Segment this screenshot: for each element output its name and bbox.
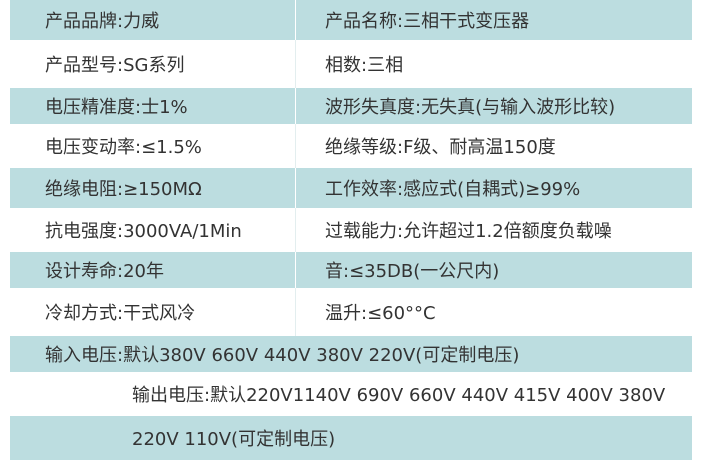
table-cell: 输入电压:默认380V 660V 440V 380V 220V(可定制电压) [45, 345, 520, 366]
column-divider [295, 124, 296, 168]
table-cell: 电压变动率:≤1.5% [45, 137, 202, 158]
table-row: 220V 110V(可定制电压) [10, 416, 692, 460]
table-row: 电压精准度:士1% 波形失真度:无失真(与输入波形比较) [10, 88, 692, 124]
table-cell: 工作效率:感应式(自耦式)≥99% [325, 179, 581, 200]
column-divider [295, 252, 296, 288]
table-cell: 温升:≤60°°C [325, 303, 436, 324]
table-cell: 产品型号:SG系列 [45, 55, 185, 76]
table-row: 设计寿命:20年 音:≤35DB(一公尺内) [10, 252, 692, 288]
column-divider [295, 0, 296, 40]
column-divider [295, 88, 296, 124]
table-cell: 电压精准度:士1% [45, 97, 188, 118]
table-row: 输入电压:默认380V 660V 440V 380V 220V(可定制电压) [10, 336, 692, 372]
table-cell: 输出电压:默认220V1140V 690V 660V 440V 415V 400… [132, 385, 666, 406]
table-cell: 产品品牌:力威 [45, 11, 160, 32]
table-cell: 音:≤35DB(一公尺内) [325, 261, 500, 282]
table-row: 冷却方式:干式风冷 温升:≤60°°C [10, 288, 692, 336]
table-row: 绝缘电阻:≥150MΩ 工作效率:感应式(自耦式)≥99% [10, 168, 692, 208]
table-row: 抗电强度:3000VA/1Min 过载能力:允许超过1.2倍额度负载噪 [10, 208, 692, 252]
table-row: 输出电压:默认220V1140V 690V 660V 440V 415V 400… [10, 372, 692, 416]
table-cell: 相数:三相 [325, 55, 404, 76]
table-cell: 绝缘电阻:≥150MΩ [45, 179, 202, 200]
column-divider [295, 288, 296, 336]
table-row: 电压变动率:≤1.5% 绝缘等级:F级、耐高温150度 [10, 124, 692, 168]
table-cell: 产品名称:三相干式变压器 [325, 11, 530, 32]
table-cell: 绝缘等级:F级、耐高温150度 [325, 137, 556, 158]
column-divider [295, 40, 296, 88]
table-cell: 冷却方式:干式风冷 [45, 303, 196, 324]
column-divider [295, 168, 296, 208]
table-row: 产品型号:SG系列 相数:三相 [10, 40, 692, 88]
table-row: 产品品牌:力威 产品名称:三相干式变压器 [10, 0, 692, 40]
table-cell: 设计寿命:20年 [45, 261, 164, 282]
table-cell: 抗电强度:3000VA/1Min [45, 221, 242, 242]
table-cell: 波形失真度:无失真(与输入波形比较) [325, 97, 616, 118]
table-cell: 过载能力:允许超过1.2倍额度负载噪 [325, 221, 612, 242]
column-divider [295, 208, 296, 252]
table-cell: 220V 110V(可定制电压) [132, 429, 336, 450]
